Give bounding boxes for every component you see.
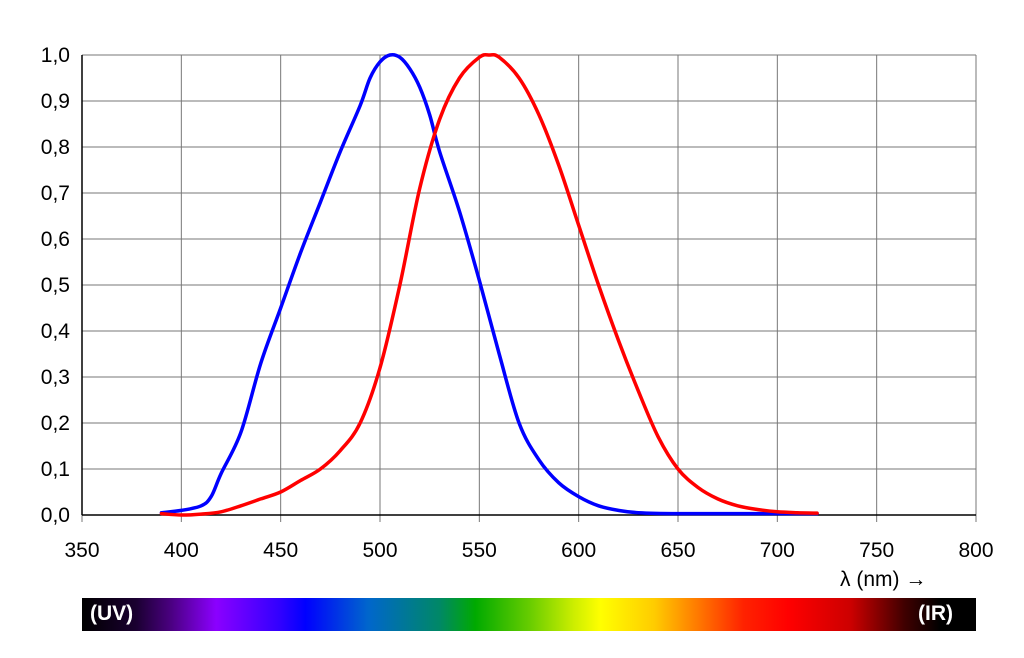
x-tick-label: 400 — [164, 539, 199, 562]
x-tick-label: 350 — [64, 539, 99, 562]
y-tick-label: 0,0 — [41, 504, 70, 527]
x-tick-labels: 350 400 450 500 550 600 650 700 750 800 — [64, 539, 993, 562]
y-tick-label: 0,7 — [41, 182, 70, 205]
x-tick-label: 700 — [760, 539, 795, 562]
y-tick-label: 0,1 — [41, 458, 70, 481]
uv-label: (UV) — [90, 602, 134, 625]
y-tick-label: 1,0 — [41, 44, 70, 67]
x-tick-label: 800 — [958, 539, 993, 562]
x-tick-label: 500 — [362, 539, 397, 562]
x-tick-label: 650 — [660, 539, 695, 562]
y-tick-labels: 0,0 0,1 0,2 0,3 0,4 0,5 0,6 0,7 0,8 0,9 1,0 — [41, 44, 71, 527]
y-tick-label: 0,9 — [41, 90, 70, 113]
x-tick-label: 600 — [561, 539, 596, 562]
spectrum-color-bar — [82, 598, 976, 631]
y-tick-label: 0,4 — [41, 320, 71, 343]
x-tick-label: 450 — [263, 539, 298, 562]
ir-label: (IR) — [918, 602, 953, 625]
scotopic-curve-line — [159, 52, 819, 516]
photopic-curve-line — [159, 52, 819, 517]
y-tick-label: 0,8 — [41, 136, 70, 159]
y-tick-label: 0,3 — [41, 366, 70, 389]
x-tick-label: 750 — [859, 539, 894, 562]
y-tick-label: 0,6 — [41, 228, 70, 251]
chart-svg: 0,0 0,1 0,2 0,3 0,4 0,5 0,6 0,7 0,8 0,9 1,0 350 400… — [41, 44, 994, 562]
y-tick-label: 0,5 — [41, 274, 70, 297]
y-tick-label: 0,2 — [41, 412, 70, 435]
x-tick-label: 550 — [462, 539, 497, 562]
series-lines — [159, 52, 819, 517]
grid-lines — [81, 54, 977, 522]
x-axis-label: λ (nm) → — [840, 568, 927, 591]
